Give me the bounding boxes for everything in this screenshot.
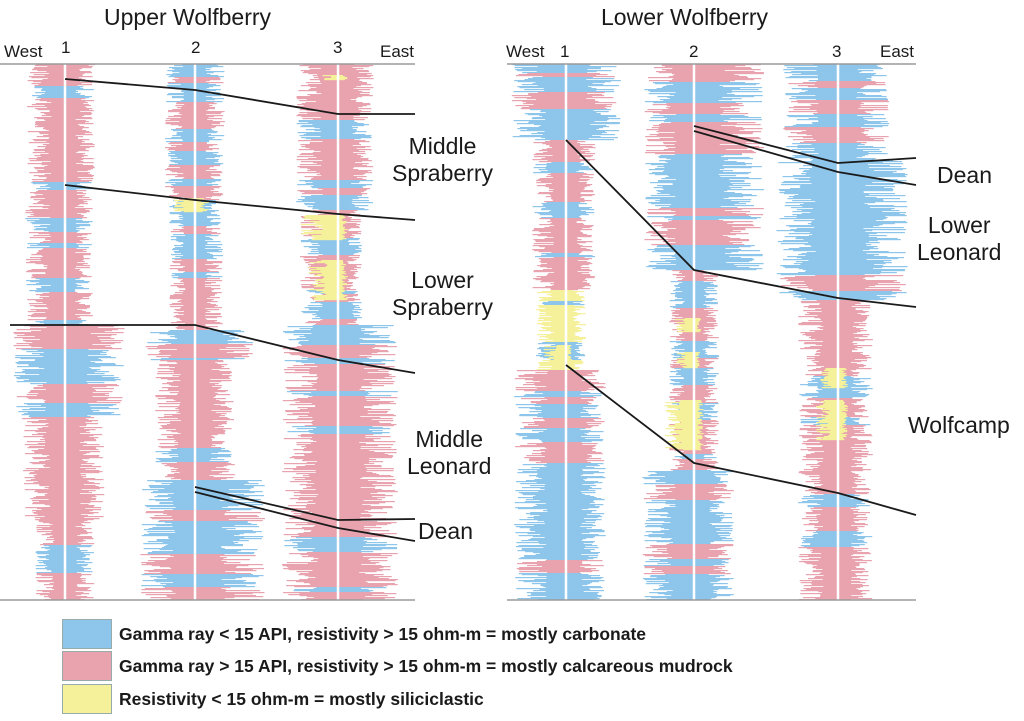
well-2-label: 2 — [689, 42, 699, 61]
correlation-line — [194, 491, 416, 542]
correlation-line — [10, 324, 416, 374]
correlation-line — [565, 364, 917, 516]
well-3-label: 3 — [333, 38, 343, 57]
correlation-lines — [10, 78, 917, 542]
correlation-line — [693, 125, 917, 164]
unit-label-wolfcamp: Wolfcamp — [908, 412, 1010, 438]
unit-label-dean-lower: Dean — [937, 162, 992, 188]
well-1-label: 1 — [61, 38, 71, 57]
legend-item-carbonate: Gamma ray < 15 API, resistivity > 15 ohm… — [62, 619, 646, 649]
panel-title-upper-wolfberry: Upper Wolfberry — [104, 4, 272, 30]
legend-swatch-carbonate — [62, 619, 112, 649]
unit-label-middle-leonard: Middle Leonard — [407, 426, 492, 479]
unit-label-dean-upper: Dean — [418, 518, 473, 544]
west-label: West — [506, 42, 545, 61]
unit-label-lower-leonard: Lower Leonard — [917, 212, 1002, 265]
legend-text-carbonate: Gamma ray < 15 API, resistivity > 15 ohm… — [119, 623, 647, 644]
log-baselines — [0, 63, 916, 601]
west-label: West — [4, 42, 43, 61]
legend-item-siliciclastic: Resistivity < 15 ohm-m = mostly silicicl… — [62, 684, 484, 714]
well-1-label: 1 — [560, 42, 570, 61]
correlation-line — [693, 130, 917, 186]
east-label: East — [880, 42, 915, 61]
legend-item-mudrock: Gamma ray > 15 API, resistivity > 15 ohm… — [62, 651, 733, 681]
panel-title-lower-wolfberry: Lower Wolfberry — [601, 4, 769, 30]
correlation-line — [64, 78, 415, 115]
well-3-label: 3 — [832, 42, 842, 61]
unit-label-middle-spraberry: Middle Spraberry — [392, 133, 493, 186]
correlation-line — [64, 184, 416, 221]
legend-swatch-siliciclastic — [62, 684, 112, 714]
legend-swatch-mudrock — [62, 651, 112, 681]
well-2-label: 2 — [191, 38, 201, 57]
legend-text-siliciclastic: Resistivity < 15 ohm-m = mostly silicicl… — [119, 688, 484, 709]
unit-label-lower-spraberry: Lower Spraberry — [392, 267, 493, 320]
correlation-line — [194, 486, 416, 521]
east-label: East — [380, 42, 415, 61]
legend-text-mudrock: Gamma ray > 15 API, resistivity > 15 ohm… — [119, 655, 733, 676]
correlation-line — [565, 139, 917, 308]
